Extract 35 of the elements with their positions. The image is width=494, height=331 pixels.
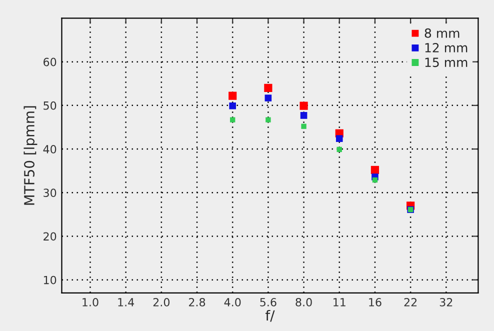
point bbox=[264, 94, 272, 102]
x-tick-label: 2.8 bbox=[188, 298, 206, 306]
x-tick-label: 8.0 bbox=[296, 298, 312, 306]
x-tick-label: 22 bbox=[404, 298, 417, 306]
point bbox=[266, 117, 271, 122]
legend-label: 8 mm bbox=[424, 28, 460, 38]
point bbox=[370, 166, 380, 174]
x-tick-label: 1.4 bbox=[118, 298, 134, 306]
y-tick-label: 60 bbox=[44, 58, 56, 66]
y-tick-label: 40 bbox=[43, 145, 56, 154]
x-tick-label: 11 bbox=[334, 298, 346, 306]
x-tick-label: 16 bbox=[369, 298, 382, 306]
legend-label: 15 mm bbox=[425, 58, 468, 68]
y-tick-label: 30 bbox=[44, 188, 56, 198]
y-tick-label: 50 bbox=[44, 101, 56, 110]
x-tick-label: 5.6 bbox=[260, 298, 276, 306]
point bbox=[264, 84, 272, 92]
legend-label: 12 mm bbox=[425, 43, 468, 52]
y-tick-label: 10 bbox=[44, 276, 56, 284]
x-tick-label: 1.0 bbox=[82, 298, 98, 306]
y-axis-title: MTF50 [lpmm] bbox=[24, 106, 38, 205]
point bbox=[300, 102, 308, 110]
point bbox=[336, 146, 342, 152]
point bbox=[229, 102, 236, 110]
point bbox=[300, 112, 308, 119]
x-axis-title: f/ bbox=[266, 310, 275, 322]
x-tick-label: 32 bbox=[440, 298, 452, 306]
point bbox=[230, 117, 236, 122]
point bbox=[336, 135, 343, 142]
point bbox=[228, 92, 237, 100]
x-tick-label: 2.0 bbox=[153, 298, 170, 306]
x-tick-label: 4.0 bbox=[224, 298, 241, 306]
point bbox=[372, 177, 378, 183]
point bbox=[301, 124, 306, 129]
y-tick-label: 20 bbox=[44, 232, 56, 241]
